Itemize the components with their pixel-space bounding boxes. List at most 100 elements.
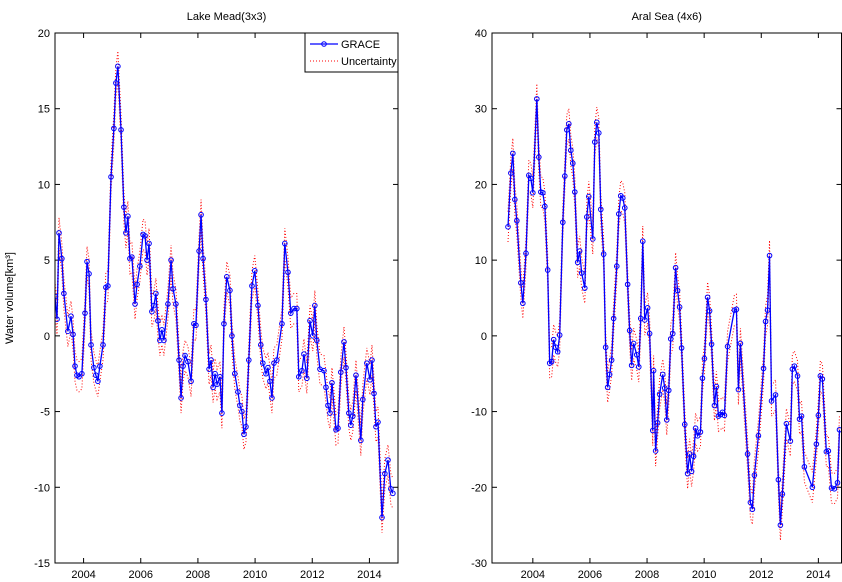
data-point	[86, 270, 92, 277]
y-tick-label: -30	[471, 558, 487, 570]
data-point	[676, 304, 683, 310]
y-tick-label: 0	[44, 331, 50, 343]
data-point	[282, 240, 288, 247]
data-point	[61, 290, 67, 297]
data-point	[505, 224, 511, 230]
data-point	[737, 340, 744, 347]
data-point	[125, 213, 131, 220]
data-point	[604, 384, 611, 391]
plot-area	[55, 51, 396, 533]
data-point	[196, 248, 202, 254]
data-point	[229, 333, 235, 339]
data-point	[375, 419, 381, 425]
data-point	[325, 402, 331, 409]
data-point	[223, 274, 230, 280]
data-point	[210, 384, 216, 391]
data-point	[518, 280, 524, 286]
data-point	[142, 233, 148, 239]
y-tick-label: 20	[475, 179, 487, 191]
plot-area	[505, 83, 842, 541]
data-point	[564, 127, 570, 133]
x-tick-label: 2012	[749, 569, 773, 581]
data-point	[390, 490, 396, 497]
data-point	[678, 345, 685, 351]
data-point	[669, 330, 676, 337]
data-point	[697, 429, 704, 435]
legend-box	[304, 32, 399, 73]
y-tick-label: 10	[38, 179, 50, 191]
uncertainty-line	[507, 113, 841, 541]
data-point	[661, 385, 668, 391]
data-point	[556, 332, 563, 338]
data-point	[595, 130, 602, 136]
x-tick-label: 2014	[357, 569, 381, 581]
data-point	[650, 367, 657, 374]
data-point	[91, 364, 97, 371]
data-point	[329, 380, 335, 386]
data-point	[245, 357, 252, 363]
data-point	[314, 337, 320, 344]
data-point	[825, 448, 832, 454]
data-point	[180, 363, 186, 369]
data-point	[544, 267, 551, 273]
data-point	[193, 322, 199, 329]
data-point	[744, 451, 751, 457]
y-tick-label: 15	[38, 104, 50, 116]
data-point	[701, 355, 708, 362]
data-point	[188, 378, 194, 385]
data-point	[251, 267, 258, 274]
data-point	[540, 189, 546, 196]
data-point	[798, 413, 805, 419]
data-point	[659, 371, 666, 378]
data-point	[566, 121, 572, 127]
data-point	[146, 240, 152, 247]
data-point	[783, 420, 790, 427]
x-tick-label: 2008	[186, 569, 210, 581]
x-tick-label: 2004	[71, 569, 95, 581]
data-point	[235, 389, 241, 395]
data-point	[777, 522, 784, 528]
data-point	[593, 119, 600, 126]
data-point	[56, 230, 62, 236]
legend-label: Uncertainty	[341, 56, 397, 68]
data-point	[615, 211, 622, 217]
data-point	[713, 383, 720, 390]
data-point	[341, 339, 347, 345]
data-point	[255, 302, 261, 309]
x-tick-label: 2006	[129, 569, 153, 581]
data-point	[382, 470, 388, 477]
data-point	[206, 366, 212, 372]
chart-title: Lake Mead(3x3)	[187, 11, 267, 23]
data-point	[310, 333, 316, 339]
data-point	[608, 357, 615, 363]
data-point	[828, 485, 835, 491]
data-point	[794, 373, 801, 379]
data-point	[137, 263, 143, 270]
data-point	[343, 364, 349, 371]
data-point	[123, 230, 129, 236]
legend-label: GRACE	[341, 39, 380, 51]
data-point	[692, 425, 699, 432]
data-point	[338, 369, 344, 376]
data-point	[735, 386, 742, 393]
data-point	[721, 412, 728, 419]
data-point	[568, 147, 574, 154]
data-point	[108, 174, 114, 180]
data-point	[79, 370, 85, 377]
data-point	[591, 139, 598, 145]
data-point	[560, 219, 566, 226]
data-point	[621, 205, 628, 211]
data-point	[323, 384, 329, 391]
data-point	[70, 331, 76, 338]
data-point	[55, 316, 60, 322]
data-point	[350, 413, 356, 419]
data-point	[95, 378, 101, 385]
data-point	[552, 344, 559, 351]
data-point	[610, 315, 617, 322]
data-point	[84, 258, 90, 265]
y-tick-label: 5	[44, 255, 50, 267]
data-point	[749, 506, 756, 513]
data-point	[775, 476, 782, 483]
data-point	[182, 352, 188, 359]
